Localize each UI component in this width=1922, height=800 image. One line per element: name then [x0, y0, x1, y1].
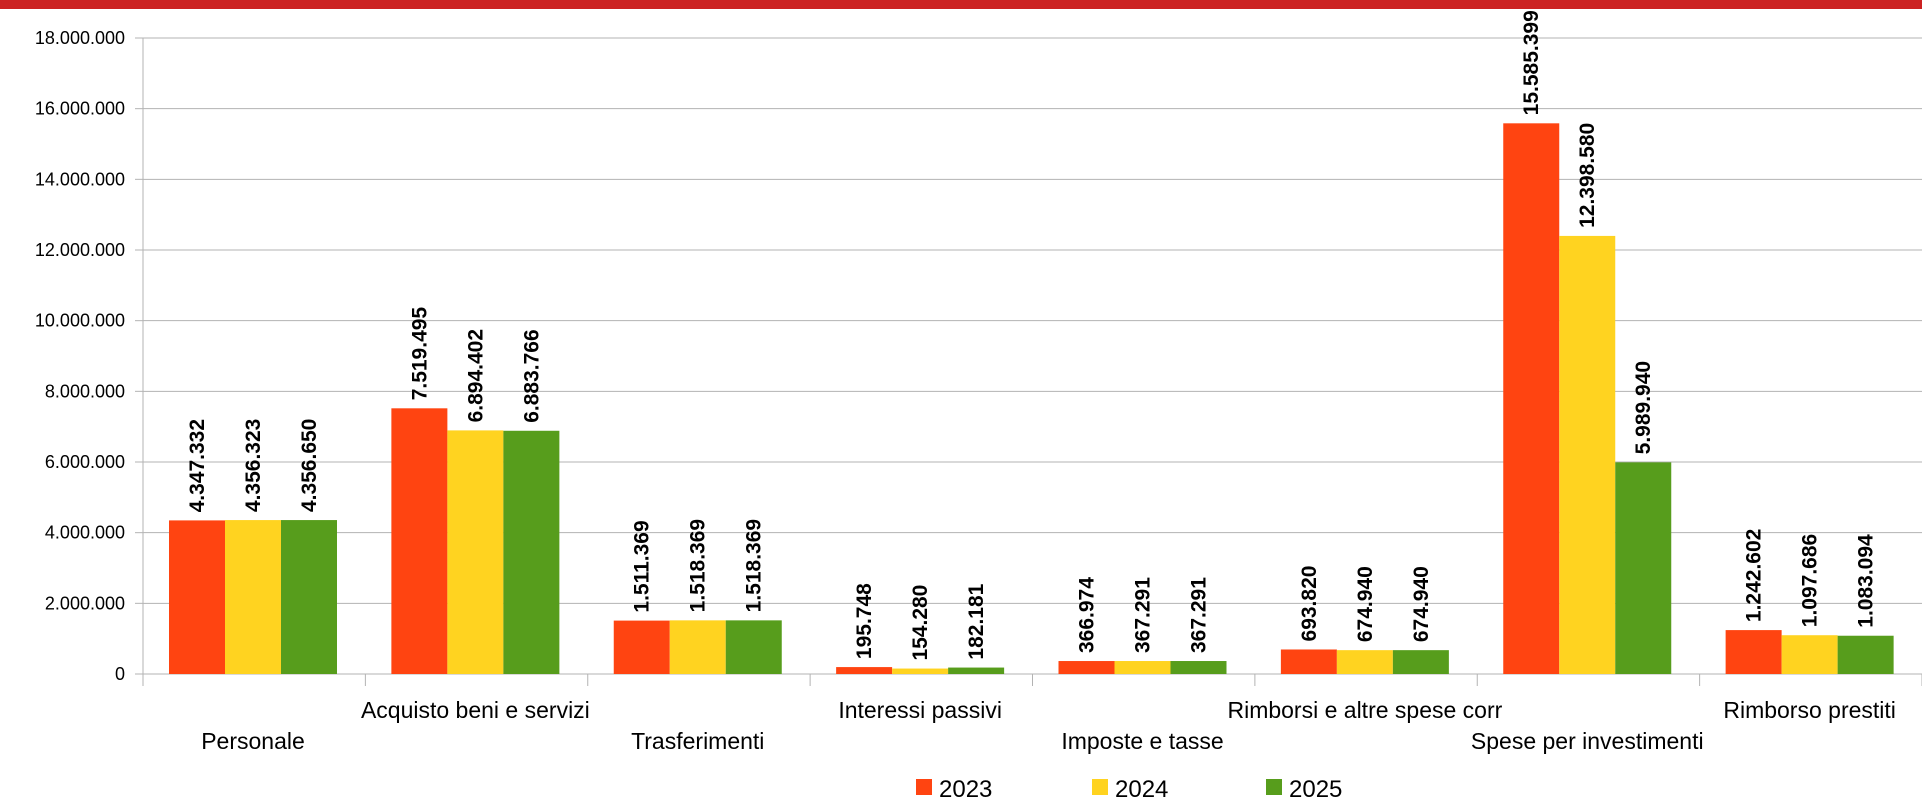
y-tick-label: 18.000.000: [35, 28, 125, 48]
x-category-label: Rimborso prestiti: [1723, 697, 1896, 723]
data-label: 366.974: [1076, 577, 1099, 653]
bar-2024: [447, 430, 503, 674]
data-label: 5.989.940: [1632, 361, 1655, 454]
data-label: 12.398.580: [1576, 123, 1599, 228]
y-tick-label: 0: [115, 664, 125, 684]
y-tick-label: 12.000.000: [35, 240, 125, 260]
legend: 2023 2024 2025: [916, 776, 1342, 800]
bar-2025: [948, 668, 1004, 674]
bar-2023: [1059, 661, 1115, 674]
x-category-label: Imposte e tasse: [1061, 728, 1223, 754]
y-tick-label: 4.000.000: [45, 523, 125, 543]
data-label: 4.347.332: [186, 419, 209, 512]
bar-2023: [1503, 123, 1559, 674]
bar-2025: [726, 620, 782, 674]
data-label: 693.820: [1298, 566, 1321, 642]
data-label: 15.585.399: [1520, 10, 1543, 115]
data-label: 4.356.650: [298, 419, 321, 512]
data-label: 1.518.369: [687, 519, 710, 612]
bar-2024: [1115, 661, 1171, 674]
data-label: 6.883.766: [520, 329, 543, 422]
data-label: 4.356.323: [242, 419, 265, 512]
bar-2024: [225, 520, 281, 674]
data-label: 1.518.369: [743, 519, 766, 612]
legend-label: 2025: [1289, 776, 1342, 800]
bar-2023: [391, 408, 447, 674]
data-label: 154.280: [909, 585, 932, 661]
data-label: 1.083.094: [1855, 534, 1878, 628]
bar-2025: [281, 520, 337, 674]
legend-swatch: [916, 779, 932, 795]
legend-label: 2023: [939, 776, 992, 800]
data-label: 1.242.602: [1743, 529, 1766, 622]
data-label: 195.748: [853, 583, 876, 659]
bar-2025: [1615, 462, 1671, 674]
y-axis: 0 2.000.000 4.000.000 6.000.000 8.000.000 10.…: [35, 28, 143, 684]
data-label: 367.291: [1188, 577, 1211, 653]
bar-2023: [169, 520, 225, 674]
x-category-label: Trasferimenti: [631, 728, 764, 754]
bar-2023: [1726, 630, 1782, 674]
bar-2024: [1559, 236, 1615, 674]
legend-swatch: [1266, 779, 1282, 795]
x-category-label: Personale: [201, 728, 305, 754]
data-label: 1.097.686: [1799, 534, 1822, 627]
x-category-label: Rimborsi e altre spese corr: [1227, 697, 1502, 723]
y-tick-label: 2.000.000: [45, 593, 125, 613]
y-tick-label: 16.000.000: [35, 99, 125, 119]
x-category-label: Acquisto beni e servizi: [361, 697, 590, 723]
x-axis: Personale Acquisto beni e servizi Trasferi…: [143, 674, 1922, 754]
bar-2025: [1171, 661, 1227, 674]
data-label: 367.291: [1132, 577, 1155, 653]
bar-2023: [614, 621, 670, 674]
legend-swatch: [1092, 779, 1108, 795]
bar-2023: [1281, 649, 1337, 674]
data-label: 674.940: [1410, 566, 1433, 642]
data-label: 674.940: [1354, 566, 1377, 642]
data-label: 182.181: [965, 583, 988, 659]
y-tick-label: 14.000.000: [35, 169, 125, 189]
bar-2024: [670, 620, 726, 674]
y-tick-label: 10.000.000: [35, 311, 125, 331]
bar-2025: [503, 431, 559, 674]
data-label: 1.511.369: [631, 520, 654, 612]
bar-2024: [1337, 650, 1393, 674]
legend-label: 2024: [1115, 776, 1168, 800]
y-tick-label: 8.000.000: [45, 381, 125, 401]
bar-2024: [892, 669, 948, 674]
bar-2023: [836, 667, 892, 674]
x-category-label: Spese per investimenti: [1471, 728, 1704, 754]
bar-2025: [1393, 650, 1449, 674]
bar-2025: [1838, 636, 1894, 674]
data-label: 7.519.495: [408, 307, 431, 401]
x-category-label: Interessi passivi: [838, 697, 1002, 723]
y-tick-label: 6.000.000: [45, 452, 125, 472]
bar-2024: [1782, 635, 1838, 674]
data-label: 6.894.402: [464, 329, 487, 422]
